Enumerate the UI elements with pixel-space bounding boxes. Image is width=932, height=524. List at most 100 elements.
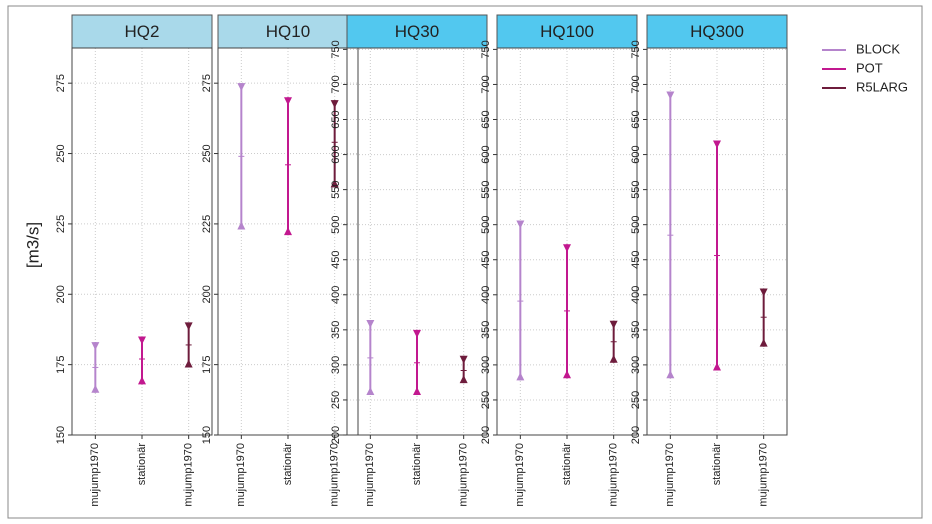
y-tick-label: 200 bbox=[630, 426, 642, 444]
x-tick-label: stationär bbox=[136, 443, 148, 486]
x-tick-label: stationär bbox=[282, 443, 294, 486]
panel-header bbox=[71, 14, 213, 49]
x-tick-label: stationär bbox=[711, 443, 723, 486]
x-tick-label: mujump1970 bbox=[183, 443, 195, 507]
y-tick-label: 350 bbox=[630, 321, 642, 339]
y-tick-label: 650 bbox=[330, 110, 342, 128]
y-tick-label: 350 bbox=[480, 321, 492, 339]
error-high-cap bbox=[666, 91, 675, 100]
y-tick-label: 350 bbox=[330, 321, 342, 339]
error-low-cap bbox=[516, 372, 525, 381]
y-tick-label: 700 bbox=[330, 75, 342, 93]
y-tick-label: 500 bbox=[480, 215, 492, 233]
y-tick-label: 300 bbox=[630, 356, 642, 374]
y-tick-label: 225 bbox=[55, 215, 67, 233]
y-tick-label: 200 bbox=[330, 426, 342, 444]
x-tick-label: mujump1970 bbox=[758, 443, 770, 507]
y-tick-label: 550 bbox=[630, 180, 642, 198]
error-high-cap bbox=[759, 288, 768, 297]
error-high-cap bbox=[413, 329, 421, 338]
x-tick-label: mujump1970 bbox=[329, 443, 341, 507]
panel-title: HQ2 bbox=[125, 22, 160, 41]
y-tick-label: 250 bbox=[55, 144, 67, 162]
y-tick-label: 550 bbox=[480, 180, 492, 198]
y-tick-label: 300 bbox=[330, 356, 342, 374]
x-tick-label: mujump1970 bbox=[235, 443, 247, 507]
x-tick-label: stationär bbox=[411, 443, 423, 486]
error-low-cap bbox=[91, 384, 100, 393]
y-tick-label: 300 bbox=[480, 356, 492, 374]
y-tick-label: 450 bbox=[630, 251, 642, 269]
y-axis-label: [m3/s] bbox=[23, 222, 42, 268]
y-tick-label: 175 bbox=[55, 355, 67, 373]
y-tick-label: 400 bbox=[480, 286, 492, 304]
y-tick-label: 600 bbox=[480, 145, 492, 163]
y-tick-label: 150 bbox=[201, 426, 213, 444]
panel-header bbox=[217, 14, 359, 49]
error-high-cap bbox=[138, 336, 146, 345]
y-tick-label: 250 bbox=[330, 391, 342, 409]
error-low-cap bbox=[138, 376, 146, 385]
y-tick-label: 750 bbox=[480, 40, 492, 58]
error-low-cap bbox=[713, 362, 721, 371]
x-tick-label: mujump1970 bbox=[608, 443, 620, 507]
y-tick-label: 600 bbox=[630, 145, 642, 163]
error-low-cap bbox=[184, 359, 193, 368]
error-high-cap bbox=[366, 320, 375, 329]
x-tick-label: mujump1970 bbox=[89, 443, 101, 507]
error-low-cap bbox=[413, 387, 421, 396]
error-high-cap bbox=[609, 320, 618, 329]
y-tick-label: 150 bbox=[55, 426, 67, 444]
y-tick-label: 250 bbox=[480, 391, 492, 409]
y-tick-label: 400 bbox=[630, 286, 642, 304]
error-low-cap bbox=[609, 354, 618, 363]
y-tick-label: 500 bbox=[330, 215, 342, 233]
y-tick-label: 400 bbox=[330, 286, 342, 304]
x-tick-label: stationär bbox=[561, 443, 573, 486]
y-tick-label: 450 bbox=[480, 251, 492, 269]
panel-title: HQ100 bbox=[540, 22, 594, 41]
y-tick-label: 200 bbox=[55, 285, 67, 303]
error-high-cap bbox=[516, 220, 525, 229]
y-tick-label: 600 bbox=[330, 145, 342, 163]
error-high-cap bbox=[237, 83, 246, 92]
x-tick-label: mujump1970 bbox=[458, 443, 470, 507]
y-tick-label: 250 bbox=[630, 391, 642, 409]
frame bbox=[7, 5, 923, 519]
error-low-cap bbox=[366, 387, 375, 396]
y-tick-label: 500 bbox=[630, 215, 642, 233]
error-low-cap bbox=[666, 370, 675, 379]
y-tick-label: 450 bbox=[330, 251, 342, 269]
y-tick-label: 700 bbox=[630, 75, 642, 93]
error-high-cap bbox=[713, 140, 721, 149]
error-high-cap bbox=[184, 322, 193, 331]
error-low-cap bbox=[330, 179, 339, 188]
x-tick-label: mujump1970 bbox=[364, 443, 376, 507]
panel-header bbox=[646, 14, 788, 49]
panel-header bbox=[346, 14, 488, 49]
y-tick-label: 200 bbox=[480, 426, 492, 444]
y-tick-label: 250 bbox=[201, 144, 213, 162]
y-tick-label: 175 bbox=[201, 355, 213, 373]
legend-label: BLOCK bbox=[856, 41, 900, 56]
error-low-cap bbox=[563, 370, 571, 379]
y-tick-label: 650 bbox=[480, 110, 492, 128]
legend-label: R5LARG bbox=[856, 79, 908, 94]
panel-header bbox=[496, 14, 638, 49]
error-low-cap bbox=[459, 375, 468, 384]
y-tick-label: 650 bbox=[630, 110, 642, 128]
panel-title: HQ300 bbox=[690, 22, 744, 41]
error-high-cap bbox=[563, 244, 571, 253]
x-tick-label: mujump1970 bbox=[514, 443, 526, 507]
error-high-cap bbox=[330, 100, 339, 109]
error-low-cap bbox=[284, 227, 292, 236]
panel-title: HQ30 bbox=[395, 22, 439, 41]
y-tick-label: 750 bbox=[330, 40, 342, 58]
legend-label: POT bbox=[856, 60, 883, 75]
error-low-cap bbox=[759, 338, 768, 347]
y-tick-label: 275 bbox=[55, 74, 67, 92]
error-high-cap bbox=[459, 355, 468, 364]
y-tick-label: 225 bbox=[201, 215, 213, 233]
error-low-cap bbox=[237, 221, 246, 230]
